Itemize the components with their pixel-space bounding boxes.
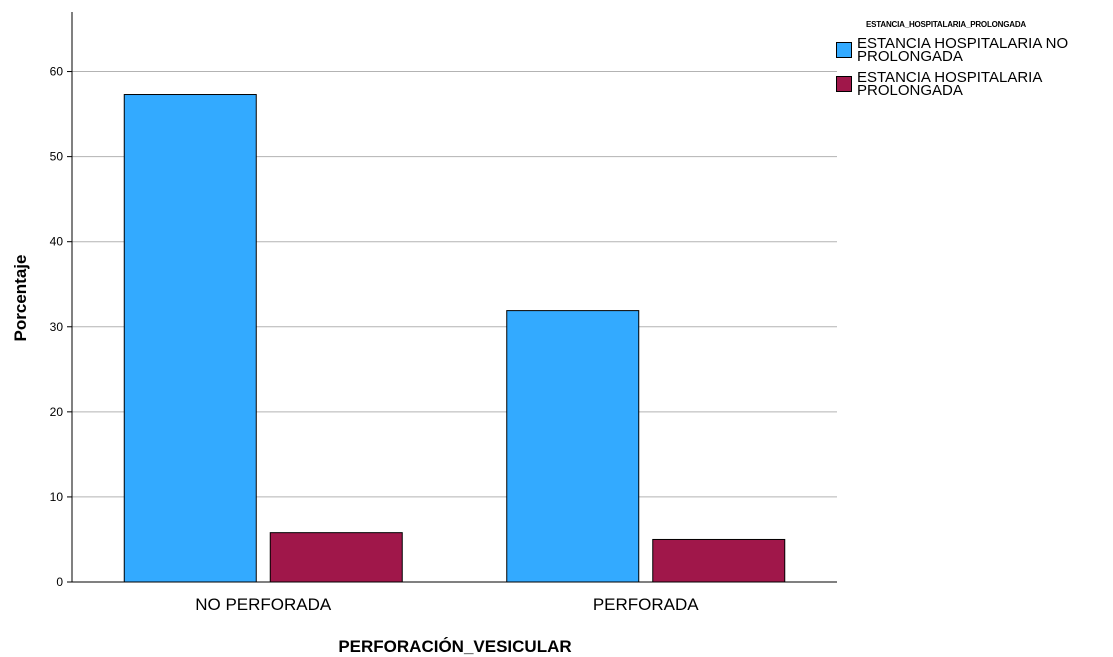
bar xyxy=(123,94,257,583)
x-tick-label: PERFORADA xyxy=(593,595,699,614)
y-tick-label: 0 xyxy=(56,575,63,589)
legend-title: ESTANCIA_HOSPITALARIA_PROLONGADA xyxy=(866,20,1026,29)
legend-swatch xyxy=(836,76,852,92)
legend-label: ESTANCIA HOSPITALARIA PROLONGADA xyxy=(857,69,1042,99)
y-tick-label: 40 xyxy=(50,235,64,249)
bar xyxy=(269,532,403,583)
y-tick-label: 20 xyxy=(50,405,64,419)
legend-item-no-prolongada: ESTANCIA HOSPITALARIA NO PROLONGADA xyxy=(836,35,1111,65)
legend-item-prolongada: ESTANCIA HOSPITALARIA PROLONGADA xyxy=(836,69,1111,99)
y-tick-label: 30 xyxy=(50,320,64,334)
y-tick-label: 50 xyxy=(50,150,64,164)
y-axis-label: Porcentaje xyxy=(11,255,30,342)
legend-label: ESTANCIA HOSPITALARIA NO PROLONGADA xyxy=(857,35,1069,65)
y-tick-label: 60 xyxy=(50,65,64,79)
legend: ESTANCIA_HOSPITALARIA_PROLONGADA ESTANCI… xyxy=(836,20,1111,99)
bars xyxy=(123,94,786,583)
x-ticks: NO PERFORADA PERFORADA xyxy=(195,595,699,614)
bar xyxy=(506,310,640,583)
y-ticks: 0 10 20 30 40 50 60 xyxy=(50,65,72,589)
bar xyxy=(652,538,786,583)
axes xyxy=(71,12,837,583)
y-tick-label: 10 xyxy=(50,490,64,504)
legend-swatch xyxy=(836,42,852,58)
x-tick-label: NO PERFORADA xyxy=(195,595,332,614)
x-axis-label: PERFORACIÓN_VESICULAR xyxy=(338,637,571,656)
